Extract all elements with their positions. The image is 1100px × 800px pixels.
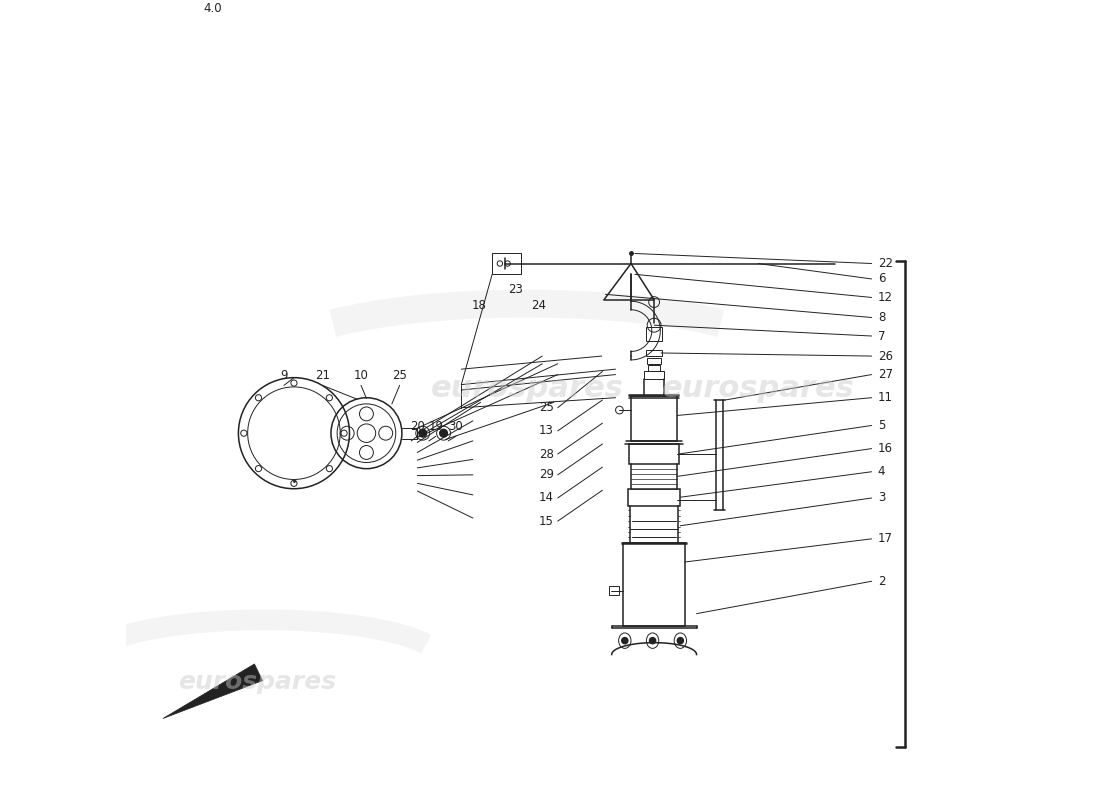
Text: eurospares: eurospares [430,374,624,403]
Bar [624,542,685,626]
Bar [609,586,618,595]
Bar [631,396,678,441]
Bar [492,253,521,274]
Text: 26: 26 [878,350,893,362]
Text: 28: 28 [539,447,554,461]
Text: 18: 18 [472,298,486,312]
Bar [645,371,664,379]
Text: 8: 8 [878,311,886,324]
Bar [628,489,680,506]
Text: 9: 9 [280,370,288,382]
Text: 17: 17 [878,532,893,546]
Text: 30: 30 [449,420,463,433]
Text: 12: 12 [878,291,893,304]
Text: 10: 10 [353,370,369,382]
Text: 4.0: 4.0 [202,2,221,15]
Text: 20: 20 [410,420,425,433]
Bar [629,444,679,464]
Bar [647,350,662,356]
Text: 21: 21 [315,370,330,382]
Text: 6: 6 [878,273,886,286]
Text: 27: 27 [878,368,893,381]
Text: 4: 4 [878,466,886,478]
Circle shape [678,638,683,644]
Bar [648,366,660,371]
Text: 19: 19 [428,420,443,433]
Circle shape [621,638,628,644]
Text: 24: 24 [531,298,546,312]
Text: 15: 15 [539,514,554,528]
Text: 11: 11 [878,391,893,404]
Text: 7: 7 [878,330,886,342]
Text: 14: 14 [539,491,554,505]
Circle shape [440,430,448,437]
Polygon shape [163,664,263,718]
Text: 29: 29 [539,468,554,482]
Text: eurospares: eurospares [662,374,855,403]
Text: 13: 13 [539,424,554,438]
Text: 16: 16 [878,442,893,455]
Text: 22: 22 [878,257,893,270]
Text: 3: 3 [878,491,886,505]
Text: 25: 25 [539,402,554,414]
Circle shape [419,430,427,437]
Text: 23: 23 [508,283,522,296]
Text: eurospares: eurospares [178,670,336,694]
Circle shape [649,638,656,644]
Bar [647,358,661,364]
Text: 5: 5 [878,419,886,432]
Text: 2: 2 [878,574,886,588]
Text: 25: 25 [393,370,407,382]
Bar [647,326,662,341]
